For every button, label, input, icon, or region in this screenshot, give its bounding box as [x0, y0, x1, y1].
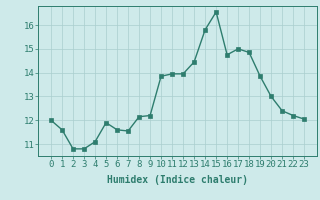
X-axis label: Humidex (Indice chaleur): Humidex (Indice chaleur) — [107, 175, 248, 185]
